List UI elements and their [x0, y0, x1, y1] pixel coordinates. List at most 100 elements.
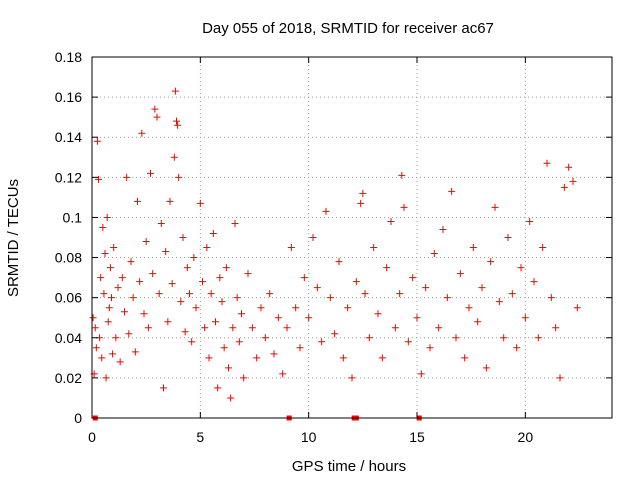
data-point	[177, 298, 185, 306]
data-point	[144, 324, 152, 332]
data-point	[105, 304, 113, 312]
x-tick-label: 20	[518, 429, 534, 445]
y-tick-label: 0.1	[63, 209, 83, 225]
data-point	[547, 294, 555, 302]
data-point	[218, 298, 226, 306]
data-point	[179, 234, 187, 241]
data-point	[131, 348, 139, 356]
y-tick-label: 0.06	[55, 290, 82, 306]
data-point	[175, 173, 183, 181]
data-point	[181, 328, 189, 336]
data-point	[491, 203, 499, 211]
data-point	[238, 310, 245, 318]
data-point	[526, 217, 534, 225]
data-point	[235, 338, 243, 346]
data-point	[513, 344, 521, 352]
data-point	[142, 238, 150, 246]
data-point	[116, 358, 124, 366]
data-point	[98, 354, 106, 362]
data-point	[296, 344, 304, 352]
data-point	[112, 334, 120, 342]
data-point	[188, 338, 196, 346]
data-point	[521, 314, 529, 322]
data-point	[530, 278, 538, 286]
data-point	[138, 129, 146, 137]
data-point	[344, 304, 352, 312]
data-point	[426, 344, 434, 352]
data-point	[292, 304, 300, 312]
data-point	[266, 290, 274, 298]
data-point	[248, 324, 256, 332]
data-point	[326, 294, 334, 302]
grid	[92, 57, 612, 418]
data-point	[103, 213, 111, 221]
data-point	[106, 264, 114, 272]
data-point	[500, 334, 508, 342]
data-point	[160, 384, 167, 392]
data-point	[404, 338, 412, 346]
data-point	[109, 350, 117, 358]
data-point	[539, 244, 547, 252]
axis-ticks	[91, 56, 612, 419]
x-tick-labels: 0 5 10 15 20	[88, 429, 533, 445]
data-point	[331, 330, 339, 338]
data-point	[357, 199, 365, 207]
data-point	[318, 338, 326, 346]
data-point	[147, 169, 154, 177]
data-point	[274, 314, 282, 322]
data-point	[97, 274, 105, 282]
data-point	[569, 177, 577, 185]
data-point	[157, 219, 165, 227]
data-point	[543, 159, 551, 167]
data-point	[153, 113, 161, 121]
data-point	[222, 264, 230, 272]
data-point	[101, 250, 109, 258]
data-point	[231, 219, 239, 227]
data-points	[89, 87, 581, 402]
data-point	[422, 284, 430, 292]
data-point	[474, 318, 482, 326]
data-point	[359, 189, 367, 197]
data-point	[205, 354, 213, 362]
data-point	[136, 278, 144, 286]
data-point	[229, 324, 237, 332]
data-point	[313, 284, 321, 292]
data-point	[129, 294, 137, 302]
data-point	[283, 324, 291, 332]
y-tick-label: 0.04	[55, 330, 82, 346]
data-point	[125, 330, 133, 338]
data-point	[201, 324, 209, 332]
data-point	[495, 298, 503, 306]
data-point	[465, 304, 473, 312]
data-point	[504, 234, 512, 241]
data-point	[171, 87, 179, 95]
data-point	[400, 203, 408, 211]
data-point	[478, 284, 486, 292]
data-point	[439, 225, 447, 233]
data-point	[240, 374, 248, 382]
data-point	[209, 229, 217, 237]
data-point	[102, 374, 110, 382]
chart-title: Day 055 of 2018, SRMTID for receiver ac6…	[202, 20, 494, 37]
y-tick-label: 0.16	[55, 89, 82, 105]
data-point	[469, 244, 477, 252]
data-point	[370, 244, 378, 252]
data-point	[552, 324, 560, 332]
data-point	[173, 117, 180, 125]
data-point	[92, 344, 100, 352]
data-point	[257, 304, 265, 312]
data-point	[556, 374, 564, 382]
data-point	[374, 310, 382, 318]
data-point	[383, 264, 391, 272]
data-point	[244, 270, 252, 278]
plot-frame	[91, 56, 613, 419]
data-point	[93, 137, 101, 145]
data-point	[253, 354, 261, 362]
y-tick-label: 0.14	[55, 129, 82, 145]
data-point	[214, 384, 222, 392]
data-point	[166, 197, 174, 205]
data-point	[121, 308, 128, 316]
data-point	[456, 270, 464, 278]
y-tick-label: 0.02	[55, 370, 82, 386]
data-point	[309, 234, 317, 241]
